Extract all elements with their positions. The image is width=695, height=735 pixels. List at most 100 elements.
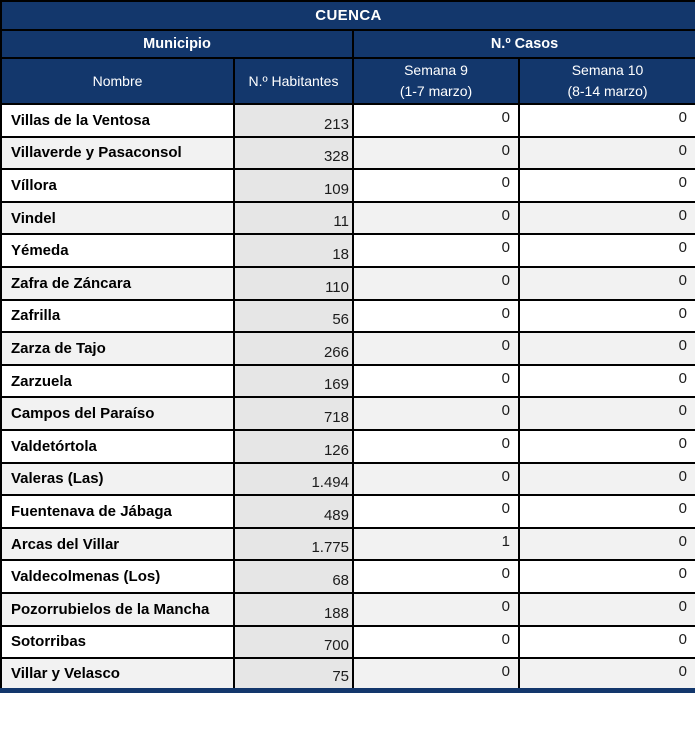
habitantes-value: 75 xyxy=(233,657,354,692)
municipality-name: Campos del Paraíso xyxy=(0,396,235,431)
municipality-name: Fuentenava de Jábaga xyxy=(0,494,235,529)
municipality-name: Villar y Velasco xyxy=(0,657,235,692)
municipality-name: Víllora xyxy=(0,168,235,203)
municipality-name: Zafra de Záncara xyxy=(0,265,235,301)
semana10-value: 0 xyxy=(517,103,695,138)
table-row: Zafrilla 56 0 0 xyxy=(0,298,695,334)
habitantes-value: 266 xyxy=(233,331,354,366)
habitantes-value: 109 xyxy=(233,168,354,203)
habitantes-value: 188 xyxy=(233,591,354,627)
col-header-semana9: Semana 9 (1-7 marzo) xyxy=(352,57,520,105)
table-row: Víllora 109 0 0 xyxy=(0,168,695,203)
municipality-name: Valeras (Las) xyxy=(0,461,235,497)
habitantes-value: 126 xyxy=(233,428,354,464)
table-row: Villas de la Ventosa 213 0 0 xyxy=(0,103,695,138)
municipality-name: Zafrilla xyxy=(0,298,235,334)
municipality-name: Sotorribas xyxy=(0,624,235,660)
semana9-value: 0 xyxy=(352,591,520,627)
semana9-value: 0 xyxy=(352,135,520,171)
habitantes-value: 56 xyxy=(233,298,354,334)
municipality-name: Zarza de Tajo xyxy=(0,331,235,366)
semana10-label: Semana 10 xyxy=(571,62,644,78)
semana10-value: 0 xyxy=(517,657,695,692)
semana10-value: 0 xyxy=(517,168,695,203)
habitantes-value: 1.494 xyxy=(233,461,354,497)
table-row: Fuentenava de Jábaga 489 0 0 xyxy=(0,494,695,529)
semana9-value: 0 xyxy=(352,559,520,594)
semana9-value: 1 xyxy=(352,526,520,562)
col-header-semana10: Semana 10 (8-14 marzo) xyxy=(517,57,695,105)
habitantes-value: 213 xyxy=(233,103,354,138)
semana9-value: 0 xyxy=(352,657,520,692)
col-header-nombre: Nombre xyxy=(0,57,235,105)
semana9-sublabel: (1-7 marzo) xyxy=(399,83,473,99)
semana10-value: 0 xyxy=(517,265,695,301)
municipality-name: Arcas del Villar xyxy=(0,526,235,562)
semana9-value: 0 xyxy=(352,396,520,431)
table-row: Arcas del Villar 1.775 1 0 xyxy=(0,526,695,562)
table-row: Villaverde y Pasaconsol 328 0 0 xyxy=(0,135,695,171)
semana10-value: 0 xyxy=(517,363,695,399)
habitantes-value: 700 xyxy=(233,624,354,660)
semana10-value: 0 xyxy=(517,396,695,431)
habitantes-value: 169 xyxy=(233,363,354,399)
habitantes-value: 489 xyxy=(233,494,354,529)
semana10-value: 0 xyxy=(517,526,695,562)
municipality-name: Zarzuela xyxy=(0,363,235,399)
habitantes-value: 11 xyxy=(233,200,354,236)
table-row: Zafra de Záncara 110 0 0 xyxy=(0,265,695,301)
table-row: Sotorribas 700 0 0 xyxy=(0,624,695,660)
semana9-label: Semana 9 xyxy=(404,62,468,78)
habitantes-value: 18 xyxy=(233,233,354,268)
province-title: CUENCA xyxy=(0,0,695,31)
semana9-value: 0 xyxy=(352,265,520,301)
semana9-value: 0 xyxy=(352,168,520,203)
column-header-row: Nombre N.º Habitantes Semana 9 (1-7 marz… xyxy=(0,57,695,105)
table-row: Pozorrubielos de la Mancha 188 0 0 xyxy=(0,591,695,627)
table-row: Vindel 11 0 0 xyxy=(0,200,695,236)
semana9-value: 0 xyxy=(352,103,520,138)
table-row: Zarzuela 169 0 0 xyxy=(0,363,695,399)
municipality-name: Villas de la Ventosa xyxy=(0,103,235,138)
table-body: Villas de la Ventosa 213 0 0 Villaverde … xyxy=(0,103,695,692)
table-row: Valeras (Las) 1.494 0 0 xyxy=(0,461,695,497)
habitantes-value: 718 xyxy=(233,396,354,431)
semana10-value: 0 xyxy=(517,331,695,366)
habitantes-value: 1.775 xyxy=(233,526,354,562)
semana9-value: 0 xyxy=(352,331,520,366)
semana10-value: 0 xyxy=(517,233,695,268)
col-header-habitantes: N.º Habitantes xyxy=(233,57,354,105)
municipality-name: Valdecolmenas (Los) xyxy=(0,559,235,594)
semana9-value: 0 xyxy=(352,363,520,399)
semana10-value: 0 xyxy=(517,135,695,171)
group-header-casos: N.º Casos xyxy=(351,29,695,59)
table-header: CUENCA Municipio N.º Casos Nombre N.º Ha… xyxy=(0,0,695,105)
title-row: CUENCA xyxy=(0,0,695,31)
semana10-value: 0 xyxy=(517,428,695,464)
semana10-value: 0 xyxy=(517,298,695,334)
semana9-value: 0 xyxy=(352,428,520,464)
table-row: Zarza de Tajo 266 0 0 xyxy=(0,331,695,366)
semana10-sublabel: (8-14 marzo) xyxy=(567,83,648,99)
cuenca-cases-table: CUENCA Municipio N.º Casos Nombre N.º Ha… xyxy=(0,0,695,694)
table-row: Valdetórtola 126 0 0 xyxy=(0,428,695,464)
table-row: Campos del Paraíso 718 0 0 xyxy=(0,396,695,431)
municipality-name: Vindel xyxy=(0,200,235,236)
semana9-value: 0 xyxy=(352,624,520,660)
semana10-value: 0 xyxy=(517,591,695,627)
semana9-value: 0 xyxy=(352,298,520,334)
semana9-value: 0 xyxy=(352,461,520,497)
municipality-name: Pozorrubielos de la Mancha xyxy=(0,591,235,627)
semana9-value: 0 xyxy=(352,494,520,529)
semana10-value: 0 xyxy=(517,200,695,236)
municipality-name: Villaverde y Pasaconsol xyxy=(0,135,235,171)
semana10-value: 0 xyxy=(517,461,695,497)
semana10-value: 0 xyxy=(517,559,695,594)
habitantes-value: 328 xyxy=(233,135,354,171)
semana10-value: 0 xyxy=(517,494,695,529)
table-row: Valdecolmenas (Los) 68 0 0 xyxy=(0,559,695,594)
semana9-value: 0 xyxy=(352,233,520,268)
municipality-name: Yémeda xyxy=(0,233,235,268)
habitantes-value: 68 xyxy=(233,559,354,594)
